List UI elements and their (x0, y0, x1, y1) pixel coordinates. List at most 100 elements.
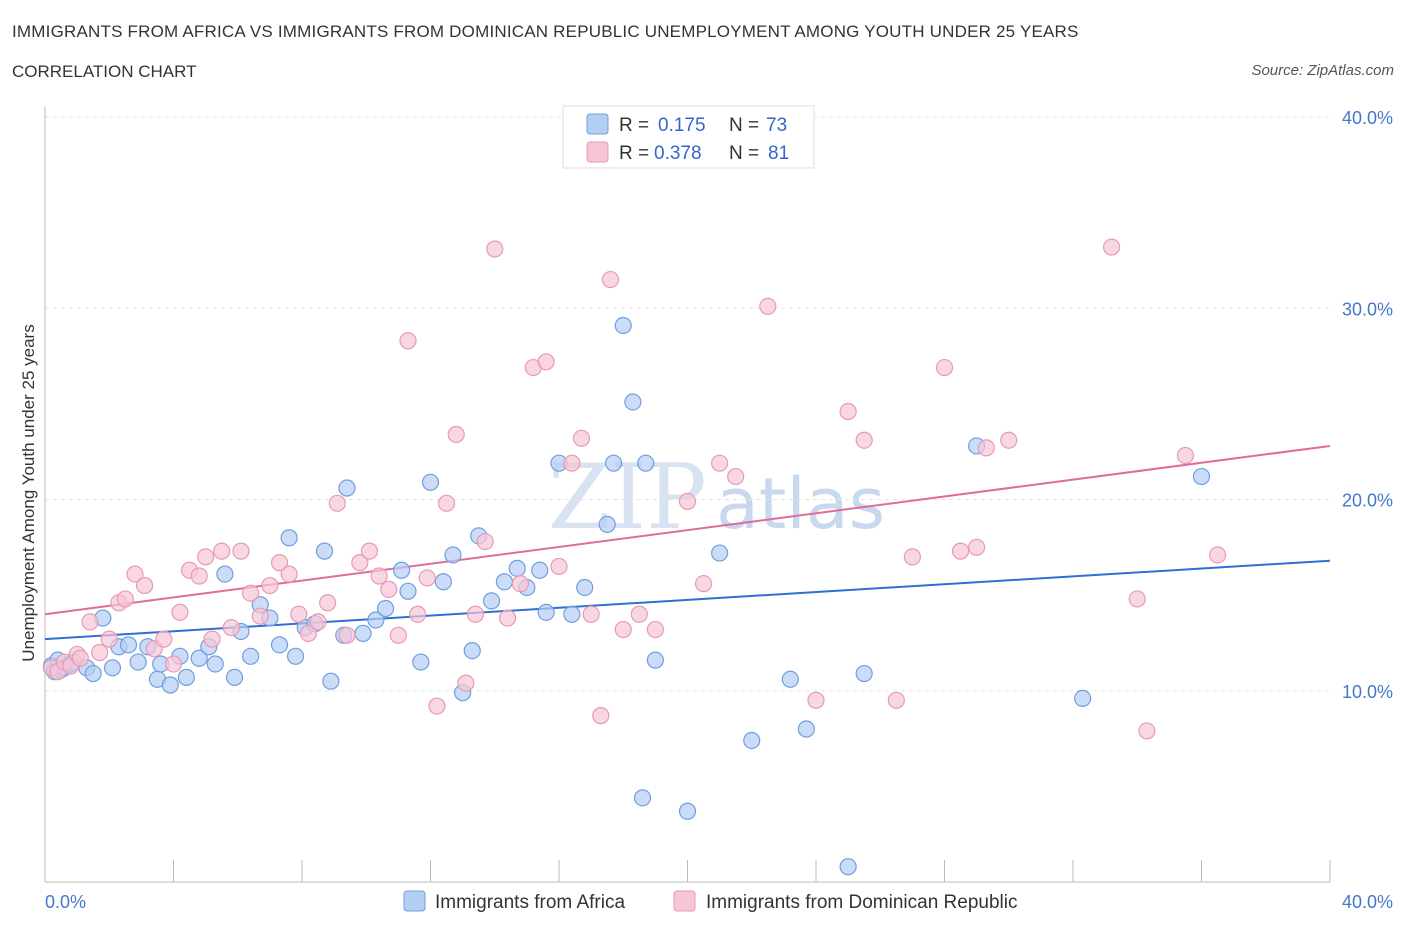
point-dominican-24 (242, 584, 260, 602)
point-africa-12 (119, 636, 138, 654)
point-dominican-71 (887, 691, 905, 709)
point-dominican-23 (232, 542, 250, 560)
point-dominican-43 (428, 697, 446, 715)
point-dominican-37 (370, 567, 388, 585)
point-dominican-45 (447, 425, 465, 444)
point-dominican-27 (270, 554, 289, 572)
chart-title: IMMIGRANTS FROM AFRICA VS IMMIGRANTS FRO… (12, 22, 1079, 41)
point-dominican-82 (1208, 546, 1227, 564)
axes (44, 107, 1331, 883)
point-africa-63 (633, 789, 652, 807)
point-dominican-11 (126, 565, 144, 583)
point-dominican-65 (711, 454, 729, 472)
bottom-legend-dominican: Immigrants from Dominican Republic (706, 892, 1018, 913)
point-dominican-38 (380, 580, 398, 598)
point-dominican-8 (100, 630, 118, 648)
bottom-legend-swatch-dominican (673, 890, 696, 912)
point-dominican-55 (563, 454, 581, 472)
legend-swatch-africa (586, 113, 609, 135)
point-dominican-53 (537, 353, 555, 371)
point-dominican-81 (1176, 446, 1195, 465)
point-africa-34 (315, 542, 334, 560)
point-africa-44 (421, 473, 440, 491)
point-dominican-40 (399, 332, 417, 350)
point-dominican-68 (807, 691, 825, 709)
point-africa-62 (624, 393, 642, 411)
point-dominican-63 (678, 492, 697, 511)
point-dominican-79 (1128, 590, 1146, 608)
y-tick-label-2: 30.0% (1342, 299, 1393, 319)
point-africa-75 (1192, 467, 1211, 486)
point-dominican-10 (116, 590, 134, 608)
point-dominican-70 (855, 431, 873, 449)
point-africa-29 (270, 636, 289, 654)
bottom-legend-africa: Immigrants from Africa (435, 892, 625, 913)
point-dominican-44 (437, 494, 456, 512)
point-dominican-28 (280, 565, 298, 583)
point-africa-19 (177, 668, 195, 686)
point-dominican-21 (213, 542, 231, 560)
point-dominican-75 (968, 538, 986, 556)
point-dominican-46 (457, 674, 475, 692)
point-dominican-69 (839, 402, 857, 421)
point-africa-57 (563, 605, 581, 623)
point-africa-38 (354, 624, 372, 642)
y-tick-labels: 10.0% 20.0% 30.0% 40.0% (1342, 108, 1393, 702)
point-africa-59 (598, 515, 616, 533)
point-africa-45 (434, 573, 452, 591)
point-africa-41 (392, 561, 411, 579)
point-dominican-6 (81, 613, 99, 631)
point-africa-66 (678, 802, 697, 820)
point-dominican-72 (903, 548, 921, 566)
bottom-legend-swatch-africa (403, 890, 426, 912)
point-africa-70 (797, 720, 815, 738)
point-dominican-30 (299, 624, 318, 642)
point-dominican-41 (409, 605, 427, 623)
point-africa-37 (338, 479, 356, 497)
point-africa-20 (190, 649, 208, 667)
point-africa-58 (576, 578, 594, 597)
legend-n-value-dominican: 81 (768, 143, 789, 164)
point-dominican-29 (290, 605, 308, 623)
point-dominican-18 (190, 567, 208, 585)
point-dominican-14 (155, 630, 173, 648)
legend-n-value-africa: 73 (766, 115, 787, 136)
point-dominican-61 (630, 605, 648, 623)
point-africa-24 (225, 668, 244, 686)
point-africa-60 (605, 454, 623, 472)
point-africa-68 (743, 731, 761, 750)
y-axis-label: Unemployment Among Youth under 25 years (19, 324, 38, 661)
legend-r-value-dominican: 0.378 (654, 143, 702, 164)
point-dominican-12 (135, 576, 154, 595)
point-africa-46 (444, 546, 462, 564)
point-dominican-58 (592, 707, 610, 725)
legend-r-label-africa: R = (619, 115, 649, 136)
point-dominican-50 (499, 609, 517, 627)
trend-line-africa (44, 559, 1331, 641)
legend-n-label-dominican: N = (729, 143, 759, 164)
point-dominican-66 (727, 467, 745, 486)
point-dominican-15 (164, 655, 183, 673)
point-africa-51 (495, 573, 513, 591)
legend-r-value-africa: 0.175 (658, 115, 706, 136)
bottom-legend: Immigrants from Africa Immigrants from D… (403, 890, 1018, 913)
point-dominican-20 (203, 630, 221, 648)
point-africa-43 (412, 653, 430, 671)
point-africa-35 (322, 672, 340, 690)
legend-swatch-dominican (586, 141, 609, 163)
point-africa-64 (637, 454, 655, 472)
chart-subtitle: CORRELATION CHART (12, 62, 197, 81)
point-africa-22 (206, 655, 224, 673)
point-dominican-74 (951, 542, 970, 560)
point-africa-42 (399, 582, 417, 600)
point-dominican-76 (977, 439, 995, 457)
point-dominican-64 (694, 575, 713, 593)
trend-line-dominican (44, 444, 1331, 616)
point-africa-71 (839, 858, 857, 876)
legend-r-label-dominican: R = (619, 143, 649, 164)
point-dominican-39 (389, 626, 407, 644)
legend-box: R = 0.175 N = 73 R = 0.378 N = 81 (562, 105, 815, 169)
point-africa-67 (711, 544, 729, 562)
point-dominican-77 (1000, 431, 1018, 449)
point-africa-48 (463, 641, 481, 660)
